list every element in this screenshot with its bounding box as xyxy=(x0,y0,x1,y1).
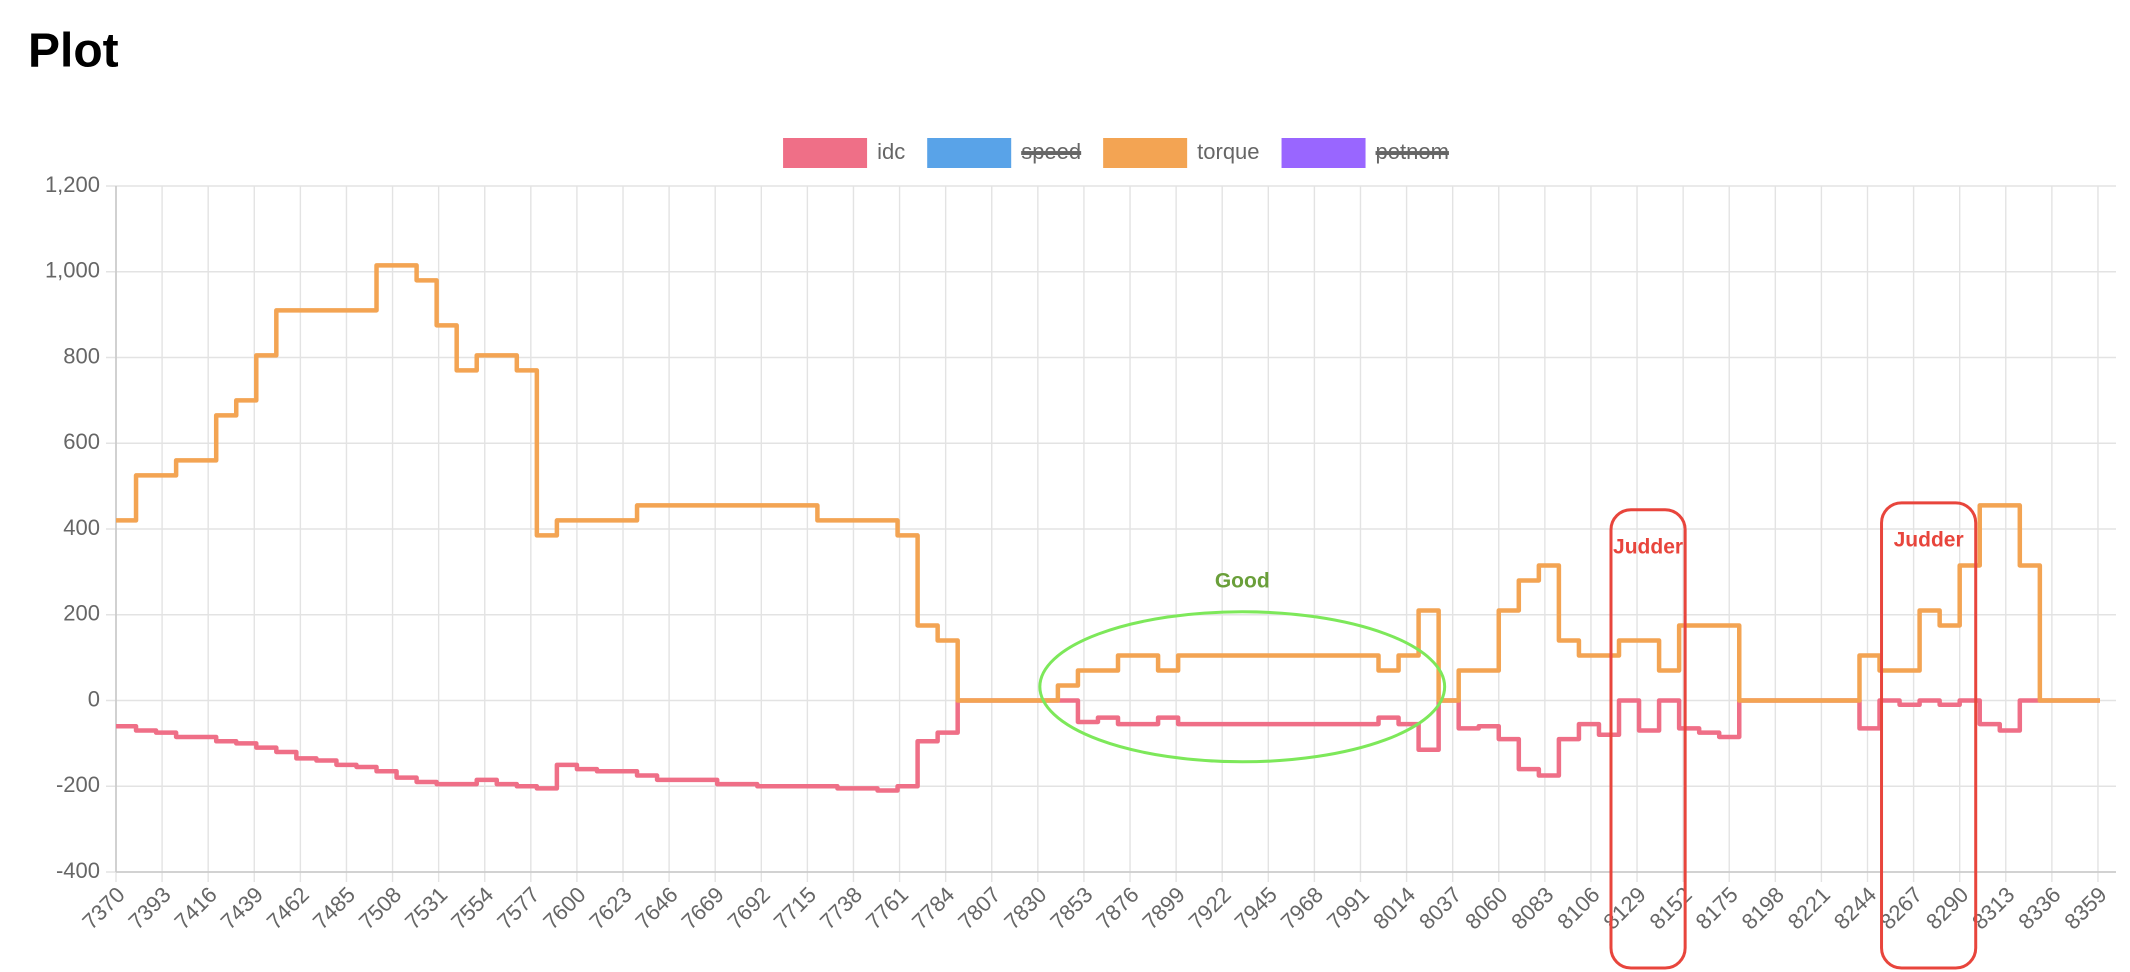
x-tick-label: 8336 xyxy=(2013,882,2065,934)
x-tick-label: 7669 xyxy=(677,882,729,934)
y-tick-label: 600 xyxy=(63,429,100,454)
x-tick-label: 8106 xyxy=(1552,882,1604,934)
x-tick-label: 7830 xyxy=(999,882,1051,934)
x-tick-label: 8152 xyxy=(1644,882,1696,934)
data-line xyxy=(116,263,2100,703)
x-tick-label: 8359 xyxy=(2059,882,2111,934)
x-tick-label: 7784 xyxy=(907,882,959,934)
legend-swatch xyxy=(783,138,868,168)
x-tick-label: 7416 xyxy=(170,882,222,934)
x-tick-label: 8037 xyxy=(1414,882,1466,934)
x-tick-label: 7922 xyxy=(1184,882,1236,934)
legend-item[interactable]: speed xyxy=(927,138,1082,168)
legend-swatch xyxy=(1103,138,1188,168)
x-tick-label: 7991 xyxy=(1322,882,1374,934)
x-tick-label: 7876 xyxy=(1091,882,1143,934)
x-tick-label: 8198 xyxy=(1737,882,1789,934)
x-tick-label: 7623 xyxy=(584,882,636,934)
annotation-ellipse xyxy=(1038,610,1447,764)
y-tick-label: 0 xyxy=(88,686,100,711)
x-tick-label: 7462 xyxy=(262,882,314,934)
y-tick-label: -400 xyxy=(56,858,100,883)
annotation-label: Judder xyxy=(1894,528,1964,551)
legend-item[interactable]: potnom xyxy=(1281,138,1449,168)
x-tick-label: 7508 xyxy=(354,882,406,934)
x-tick-label: 7531 xyxy=(400,882,452,934)
page-title: Plot xyxy=(28,25,119,78)
x-tick-label: 7968 xyxy=(1276,882,1328,934)
x-tick-label: 7370 xyxy=(77,882,129,934)
y-tick-label: 200 xyxy=(63,601,100,626)
x-tick-label: 7577 xyxy=(492,882,544,934)
x-tick-label: 7945 xyxy=(1230,882,1282,934)
y-tick-label: 1,200 xyxy=(45,172,100,197)
x-tick-label: 7485 xyxy=(308,882,360,934)
legend-label: idc xyxy=(877,139,905,164)
x-tick-label: 8290 xyxy=(1921,882,1973,934)
x-tick-label: 8060 xyxy=(1460,882,1512,934)
x-tick-label: 7554 xyxy=(446,882,498,934)
legend-label: potnom xyxy=(1376,139,1449,164)
x-tick-label: 8129 xyxy=(1598,882,1650,934)
legend-item[interactable]: torque xyxy=(1103,138,1260,168)
annotation-label: Good xyxy=(1215,569,1270,592)
x-tick-label: 7807 xyxy=(953,882,1005,934)
x-tick-label: 7393 xyxy=(123,882,175,934)
x-tick-label: 7692 xyxy=(723,882,775,934)
legend-item[interactable]: idc xyxy=(783,138,905,168)
x-tick-label: 8244 xyxy=(1829,882,1881,934)
y-tick-label: 800 xyxy=(63,343,100,368)
x-tick-label: 7899 xyxy=(1137,882,1189,934)
x-tick-label: 7646 xyxy=(630,882,682,934)
legend-swatch xyxy=(1281,138,1366,168)
x-tick-label: 7715 xyxy=(769,882,821,934)
x-tick-label: 8175 xyxy=(1691,882,1743,934)
legend-label: torque xyxy=(1197,139,1259,164)
annotation-box xyxy=(1609,508,1687,970)
legend-label: speed xyxy=(1021,139,1081,164)
y-tick-label: 1,000 xyxy=(45,258,100,283)
x-tick-label: 7738 xyxy=(815,882,867,934)
x-tick-label: 8014 xyxy=(1368,882,1420,934)
x-tick-label: 8221 xyxy=(1783,882,1835,934)
x-tick-label: 7853 xyxy=(1045,882,1097,934)
annotation-label: Judder xyxy=(1613,535,1683,558)
x-tick-label: 7600 xyxy=(538,882,590,934)
legend: idc speed torque potnom xyxy=(783,138,1449,168)
annotation-box xyxy=(1880,501,1978,970)
legend-swatch xyxy=(927,138,1012,168)
x-tick-label: 8083 xyxy=(1506,882,1558,934)
y-tick-label: 400 xyxy=(63,515,100,540)
data-line xyxy=(116,698,2100,793)
y-tick-label: -200 xyxy=(56,772,100,797)
x-tick-label: 7439 xyxy=(216,882,268,934)
x-tick-label: 7761 xyxy=(861,882,913,934)
